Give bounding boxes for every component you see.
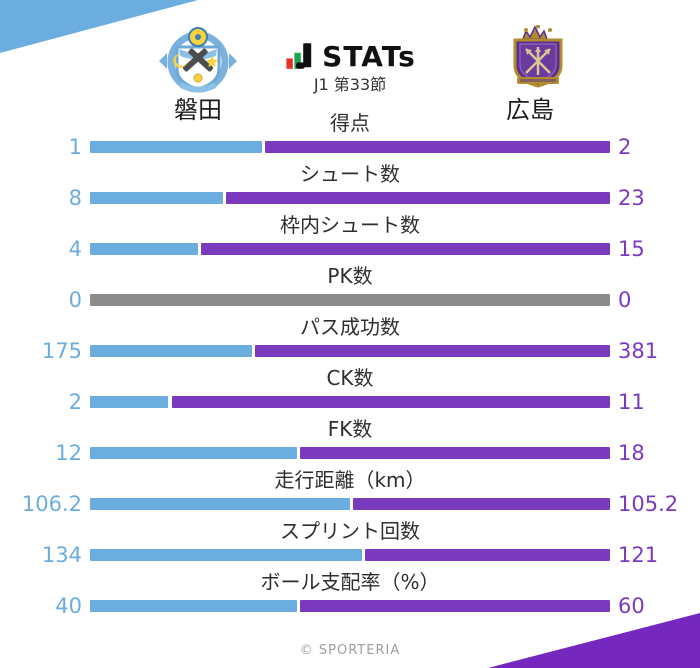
stat-bar: [90, 294, 610, 306]
stats-list: 得点 1 2 シュート数 8 23 枠内シュ: [0, 111, 700, 621]
home-value: 175: [41, 339, 82, 363]
home-bar-segment: [90, 396, 169, 408]
stat-bar: [90, 243, 610, 255]
stat-bar: [90, 141, 610, 153]
stat-bar: [90, 549, 610, 561]
stat-bar: [90, 192, 610, 204]
stat-bar-line: 106.2 105.2: [0, 492, 700, 516]
stat-label: スプリント回数: [280, 519, 420, 543]
away-value: 11: [618, 390, 645, 414]
home-bar-segment: [90, 192, 223, 204]
credit-text: © SPORTERIA: [299, 643, 401, 658]
stat-row: スプリント回数 134 121: [0, 519, 700, 570]
away-bar-segment: [264, 141, 610, 153]
stat-label: PK数: [327, 264, 373, 288]
stat-label: 走行距離（km）: [274, 468, 426, 492]
away-value: 0: [618, 288, 632, 312]
away-value: 381: [618, 339, 659, 363]
stat-bar: [90, 396, 610, 408]
stat-label: 得点: [330, 111, 370, 135]
home-bar-segment: [90, 345, 253, 357]
home-value: 2: [68, 390, 82, 414]
home-value: 12: [55, 441, 82, 465]
stat-bar: [90, 447, 610, 459]
stat-bar-line: 0 0: [0, 288, 700, 312]
bottom-right-accent-triangle: [488, 613, 700, 668]
stat-bar-line: 2 11: [0, 390, 700, 414]
stat-bar: [90, 498, 610, 510]
stat-bar: [90, 345, 610, 357]
away-bar-segment: [225, 192, 610, 204]
j-league-bars-icon: [286, 43, 312, 69]
away-bar-segment: [299, 600, 610, 612]
home-bar-segment: [90, 141, 262, 153]
away-bar-segment: [200, 243, 610, 255]
stat-label: パス成功数: [300, 315, 400, 339]
away-bar-segment: [299, 447, 610, 459]
stat-label: ボール支配率（%）: [260, 570, 440, 594]
home-bar-segment: [90, 243, 198, 255]
stat-row: 走行距離（km） 106.2 105.2: [0, 468, 700, 519]
away-value: 121: [618, 543, 659, 567]
stat-label: FK数: [327, 417, 373, 441]
away-team-crest-icon: [513, 25, 563, 88]
home-value: 40: [55, 594, 82, 618]
away-bar-segment: [352, 498, 610, 510]
away-value: 23: [618, 186, 645, 210]
jstats-logo: STATs: [0, 40, 700, 76]
home-bar-segment: [90, 498, 350, 510]
stat-bar-line: 4 15: [0, 237, 700, 261]
away-value: 15: [618, 237, 645, 261]
stat-row: PK数 0 0: [0, 264, 700, 315]
round-label: J1 第33節: [313, 75, 387, 94]
stat-label: 枠内シュート数: [280, 213, 420, 237]
stat-row: FK数 12 18: [0, 417, 700, 468]
stat-label: シュート数: [300, 162, 400, 186]
away-value: 60: [618, 594, 645, 618]
home-value: 134: [41, 543, 82, 567]
away-team-name: 広島: [506, 96, 554, 124]
away-value: 105.2: [618, 492, 679, 516]
away-value: 18: [618, 441, 645, 465]
home-bar-segment: [90, 600, 297, 612]
away-bar-segment: [171, 396, 610, 408]
home-bar-segment: [90, 447, 297, 459]
home-value: 106.2: [21, 492, 82, 516]
stat-row: 得点 1 2: [0, 111, 700, 162]
stat-label: CK数: [326, 366, 374, 390]
stat-bar-line: 12 18: [0, 441, 700, 465]
home-team-name: 磐田: [174, 96, 222, 124]
away-bar-segment: [364, 549, 610, 561]
stat-bar-line: 175 381: [0, 339, 700, 363]
away-value: 2: [618, 135, 632, 159]
home-value: 4: [68, 237, 82, 261]
stat-bar-line: 134 121: [0, 543, 700, 567]
home-bar-segment: [90, 549, 362, 561]
stat-row: パス成功数 175 381: [0, 315, 700, 366]
stat-bar: [90, 600, 610, 612]
home-bar-segment: [90, 294, 610, 306]
stat-row: ボール支配率（%） 40 60: [0, 570, 700, 621]
stat-row: 枠内シュート数 4 15: [0, 213, 700, 264]
stat-bar-line: 1 2: [0, 135, 700, 159]
away-bar-segment: [255, 345, 610, 357]
stat-row: CK数 2 11: [0, 366, 700, 417]
stat-bar-line: 40 60: [0, 594, 700, 618]
home-value: 0: [68, 288, 82, 312]
home-value: 8: [68, 186, 82, 210]
stat-row: シュート数 8 23: [0, 162, 700, 213]
stats-title: STATs: [322, 40, 416, 73]
stat-bar-line: 8 23: [0, 186, 700, 210]
home-value: 1: [68, 135, 82, 159]
home-team-crest-icon: [159, 27, 237, 93]
